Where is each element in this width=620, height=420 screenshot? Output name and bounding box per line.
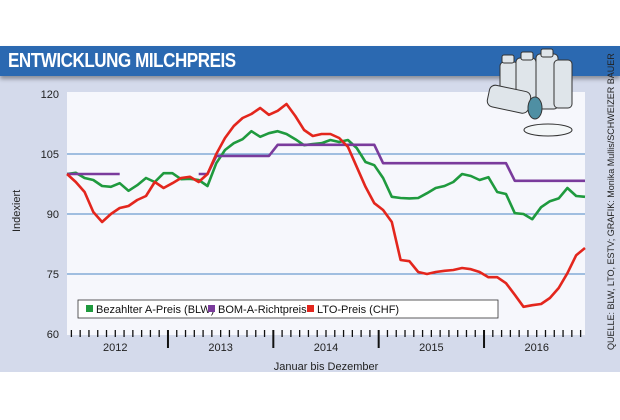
milk-cans-icon bbox=[486, 48, 573, 137]
legend-label: LTO-Preis (CHF) bbox=[317, 304, 399, 316]
source-credit: QUELLE: BLW, LTO, ESTV; GRAFIK: Monika M… bbox=[606, 53, 616, 350]
legend-label: Bezahlter A-Preis (BLW) bbox=[96, 304, 214, 316]
legend-label: BOM-A-Richtpreis bbox=[218, 304, 307, 316]
x-tick-label: 2012 bbox=[103, 342, 127, 354]
y-tick-label: 120 bbox=[41, 89, 59, 101]
chart-title: ENTWICKLUNG MILCHPREIS bbox=[8, 50, 236, 72]
x-tick-label: 2013 bbox=[208, 342, 232, 354]
y-tick-label: 75 bbox=[47, 269, 59, 281]
legend: Bezahlter A-Preis (BLW) BOM-A-Richtpreis… bbox=[77, 299, 499, 319]
legend-box bbox=[77, 299, 499, 319]
y-axis-label: Indexiert bbox=[11, 190, 23, 232]
legend-swatch-purple bbox=[208, 305, 215, 312]
series-line-1 bbox=[66, 129, 586, 221]
x-axis-label: Januar bis Dezember bbox=[274, 361, 379, 373]
y-tick-label: 60 bbox=[47, 329, 59, 341]
x-tick-label: 2014 bbox=[314, 342, 338, 354]
x-tick-label: 2016 bbox=[524, 342, 548, 354]
series-line-3 bbox=[66, 102, 586, 309]
series-line-2 bbox=[67, 143, 585, 183]
x-tick-label: 2015 bbox=[419, 342, 443, 354]
legend-swatch-green bbox=[86, 305, 93, 312]
legend-swatch-red bbox=[307, 305, 314, 312]
y-tick-label: 105 bbox=[41, 149, 59, 161]
y-tick-label: 90 bbox=[47, 209, 59, 221]
